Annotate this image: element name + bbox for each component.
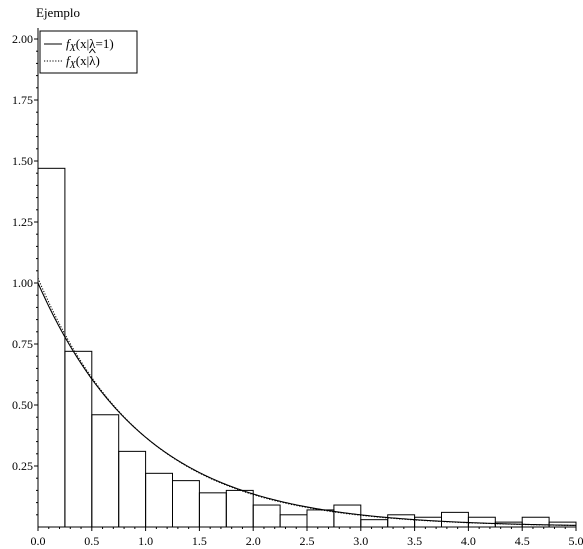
x-tick-labels: 0.0 0.5 1.0 1.5 2.0 2.5 3.0 3.5 4.0 4.5 5.0 bbox=[31, 534, 583, 548]
histogram-bar bbox=[252, 504, 281, 528]
histogram-bar bbox=[306, 509, 335, 528]
histogram-bar bbox=[414, 516, 443, 528]
histogram-bar bbox=[64, 350, 93, 528]
histogram-bar bbox=[441, 511, 469, 528]
x-tick-label: 2.5 bbox=[300, 534, 315, 548]
y-tick-label: 1.50 bbox=[12, 154, 33, 168]
y-tick-label: 1.25 bbox=[12, 215, 33, 229]
y-tick-label: 0.50 bbox=[12, 398, 33, 412]
axes bbox=[34, 28, 577, 531]
legend-label: fX(x|λ) bbox=[66, 53, 100, 71]
x-tick-label: 0.0 bbox=[31, 534, 46, 548]
y-tick-label: 1.75 bbox=[12, 93, 33, 107]
y-tick-label: 0.25 bbox=[12, 459, 33, 473]
x-tick-label: 0.5 bbox=[84, 534, 99, 548]
histogram-bar bbox=[172, 480, 200, 528]
y-tick-label: 0.75 bbox=[12, 337, 33, 351]
density-curve-dotted bbox=[37, 277, 577, 526]
histogram-bar bbox=[279, 514, 308, 528]
chart-title: Ejemplo bbox=[36, 5, 80, 20]
x-tick-label: 3.0 bbox=[353, 534, 368, 548]
histogram-bar bbox=[521, 516, 550, 528]
x-tick-label: 5.0 bbox=[569, 534, 583, 548]
legend-box bbox=[39, 30, 138, 74]
histogram-bar bbox=[118, 450, 147, 528]
x-tick-label: 4.5 bbox=[515, 534, 530, 548]
density-curves bbox=[37, 277, 577, 526]
histogram-bar bbox=[225, 489, 254, 528]
x-tick-label: 1.0 bbox=[138, 534, 153, 548]
y-tick-labels: 0.25 0.50 0.75 1.00 1.25 1.50 1.75 2.00 bbox=[12, 32, 33, 473]
y-tick-label: 1.00 bbox=[12, 276, 33, 290]
histogram-bar bbox=[198, 492, 227, 528]
histogram-bar bbox=[91, 414, 120, 528]
x-tick-label: 4.0 bbox=[461, 534, 476, 548]
y-tick-label: 2.00 bbox=[12, 32, 33, 46]
x-tick-label: 1.5 bbox=[192, 534, 207, 548]
hat-mark bbox=[88, 48, 96, 54]
legend: fX(x|λ=1)fX(x|λ) bbox=[39, 30, 138, 74]
histogram-bar bbox=[387, 514, 416, 528]
histogram-bar bbox=[333, 504, 362, 528]
histogram-bar bbox=[360, 519, 389, 528]
histogram-bars bbox=[37, 167, 577, 528]
x-tick-label: 3.5 bbox=[407, 534, 422, 548]
x-tick-label: 2.0 bbox=[246, 534, 261, 548]
legend-label: fX(x|λ=1) bbox=[66, 36, 114, 54]
histogram-bar bbox=[145, 472, 174, 528]
histogram-bar bbox=[37, 167, 66, 528]
histogram-bar bbox=[467, 516, 496, 528]
